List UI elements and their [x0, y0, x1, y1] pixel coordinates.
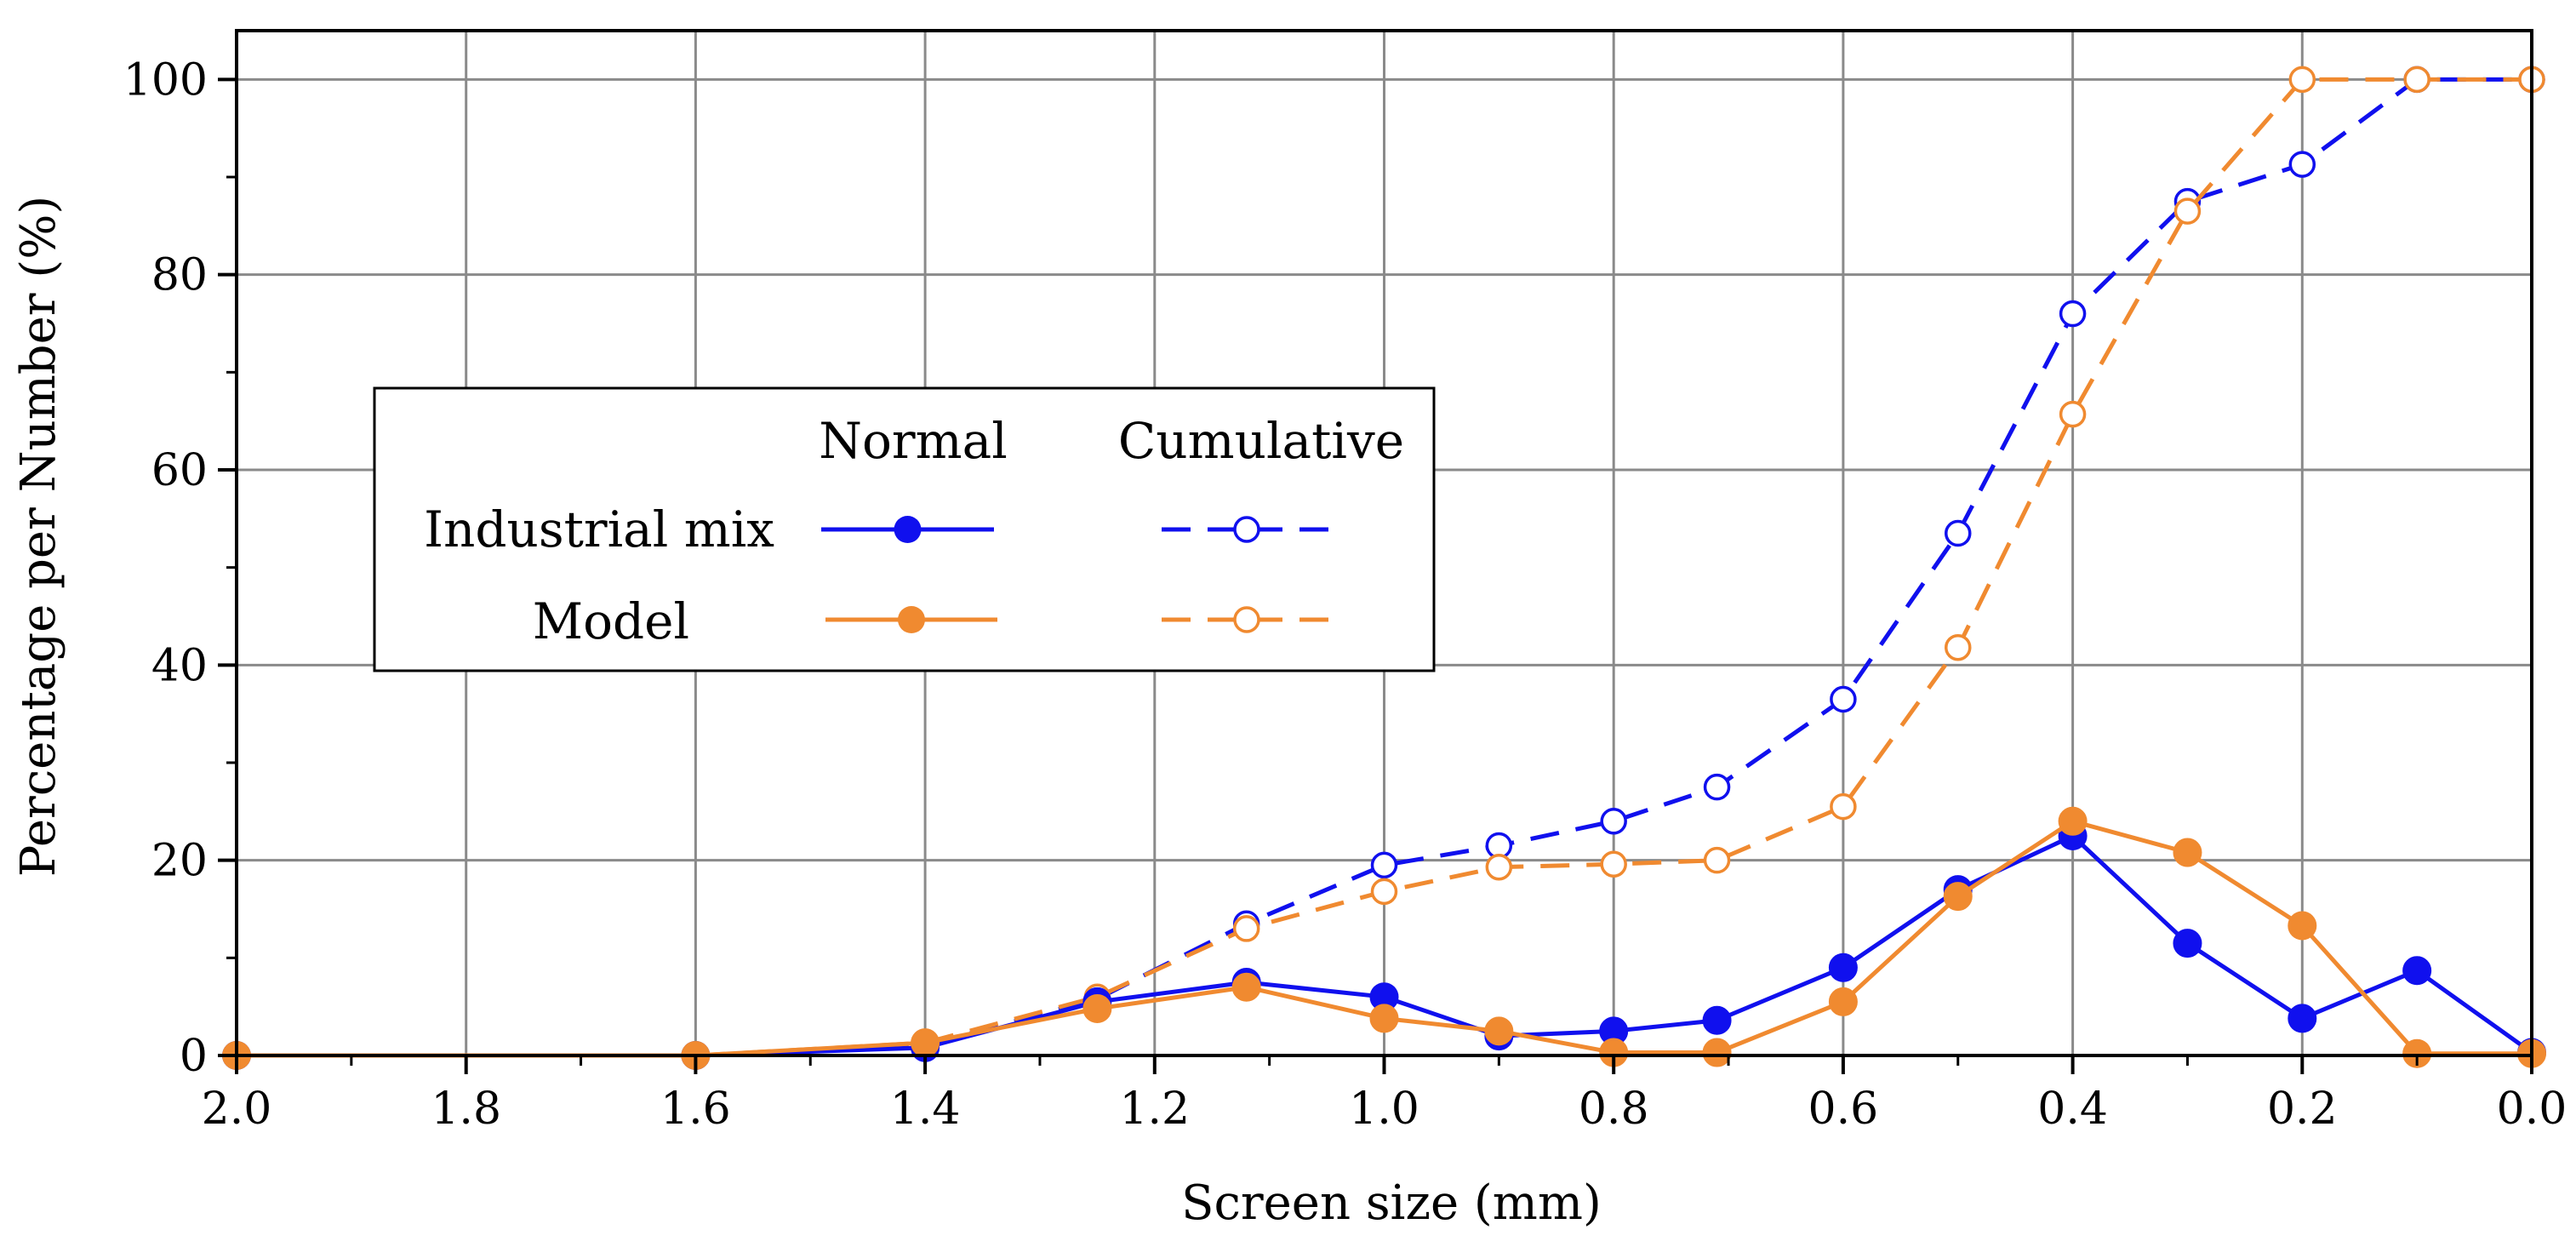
data-point: [1082, 993, 1112, 1023]
data-point: [1485, 853, 1513, 881]
data-point: [2173, 838, 2202, 867]
legend-marker: [894, 516, 922, 543]
series-line: [237, 819, 2532, 1058]
series-model-normal: [222, 806, 2546, 1070]
data-point: [1232, 915, 1260, 942]
y-tick-label: 80: [151, 250, 208, 301]
y-tick-label: 20: [151, 836, 208, 887]
data-point: [1703, 846, 1731, 874]
data-point: [1828, 987, 1858, 1016]
data-point: [2402, 1038, 2432, 1068]
x-tick-label: 0.0: [2497, 1084, 2567, 1135]
legend: Normal Cumulative Industrial mix Model: [373, 386, 1436, 672]
data-point: [2059, 300, 2087, 328]
x-tick-label: 2.0: [202, 1084, 272, 1135]
y-axis-title: Percentage per Number (%): [11, 196, 66, 878]
data-point: [2058, 806, 2088, 836]
x-tick-label: 1.6: [660, 1084, 731, 1135]
data-point: [1830, 685, 1857, 713]
data-point: [1702, 1005, 1732, 1035]
legend-samples: [821, 516, 1332, 633]
data-point: [1945, 519, 1972, 547]
legend-marker: [1233, 516, 1260, 543]
x-tick-label: 0.2: [2267, 1084, 2338, 1135]
axis-ticks: 2.0 1.8 1.6 1.4 1.2 1.0 0.8 0.6 0.4 0.2 0.0 0 20 40 60…: [123, 54, 2567, 1135]
data-point: [2288, 151, 2316, 178]
x-axis-title: Screen size (mm): [1181, 1175, 1602, 1231]
data-point: [1702, 1038, 1732, 1067]
legend-marker: [898, 606, 925, 633]
data-point: [2288, 66, 2316, 94]
data-point: [2173, 929, 2202, 958]
legend-header-normal: Normal: [819, 412, 1008, 470]
data-point: [1828, 952, 1858, 982]
data-point: [1945, 633, 1972, 661]
y-tick-label: 0: [180, 1031, 208, 1082]
data-point: [2402, 956, 2432, 986]
series-line: [237, 77, 2532, 1058]
data-point: [2403, 66, 2430, 94]
data-point: [1484, 1016, 1514, 1046]
data-point: [1703, 773, 1731, 801]
data-point: [1943, 882, 1973, 912]
y-tick-label: 100: [123, 54, 208, 106]
data-point: [1830, 792, 1857, 821]
legend-header-cumulative: Cumulative: [1118, 412, 1404, 470]
x-tick-label: 1.4: [890, 1084, 961, 1135]
x-tick-label: 0.8: [1579, 1084, 1649, 1135]
y-tick-label: 60: [151, 445, 208, 496]
data-point: [1370, 851, 1398, 879]
y-tick-label: 40: [151, 640, 208, 691]
data-point: [2173, 197, 2202, 225]
data-point: [2059, 400, 2087, 428]
data-point: [1600, 850, 1627, 878]
legend-row-model: Model: [533, 592, 689, 650]
data-point: [1369, 1004, 1399, 1033]
data-point: [2288, 1004, 2317, 1033]
legend-row-industrial-mix: Industrial mix: [424, 501, 774, 558]
x-tick-label: 1.8: [431, 1084, 501, 1135]
legend-marker: [1233, 606, 1260, 633]
x-tick-label: 1.2: [1119, 1084, 1190, 1135]
data-point: [1600, 808, 1627, 835]
x-tick-label: 0.4: [2037, 1084, 2108, 1135]
data-point: [2288, 911, 2317, 941]
data-point: [911, 1028, 940, 1058]
data-point: [1231, 972, 1261, 1002]
x-tick-label: 0.6: [1808, 1084, 1879, 1135]
data-point: [1370, 878, 1398, 906]
x-tick-label: 1.0: [1349, 1084, 1419, 1135]
